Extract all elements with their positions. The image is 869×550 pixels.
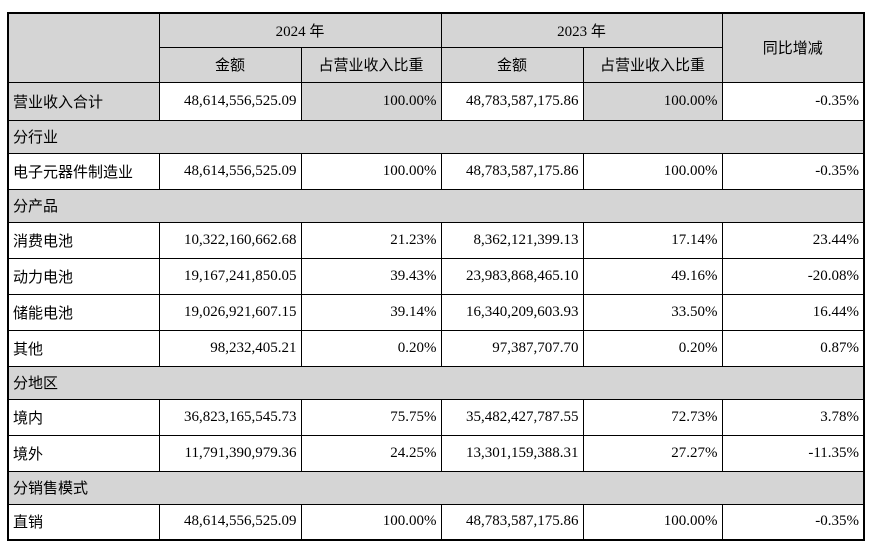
- share-2023-cell: 100.00%: [582, 503, 723, 541]
- header-amount-2024: 金额: [158, 46, 302, 83]
- table-row: 直销 48,614,556,525.09 100.00% 48,783,587,175…: [7, 503, 865, 541]
- table-row: 其他 98,232,405.21 0.20% 97,387,707.70 0.20% 0.…: [7, 329, 865, 367]
- amount-2024-cell: 19,026,921,607.15: [158, 293, 302, 331]
- share-2024-cell: 39.14%: [300, 293, 442, 331]
- amount-2024-cell: 19,167,241,850.05: [158, 257, 302, 295]
- amount-2023-cell: 16,340,209,603.93: [440, 293, 584, 331]
- amount-2023-cell: 48,783,587,175.86: [440, 81, 584, 121]
- header-share-2023: 占营业收入比重: [582, 46, 723, 83]
- share-2023-cell: 49.16%: [582, 257, 723, 295]
- amount-2023-cell: 23,983,868,465.10: [440, 257, 584, 295]
- section-row: 分行业: [7, 119, 865, 154]
- table-row: 境外 11,791,390,979.36 24.25% 13,301,159,388.…: [7, 434, 865, 472]
- yoy-cell: 0.87%: [721, 329, 865, 367]
- header-year-2024: 2024 年: [158, 12, 442, 48]
- share-2023-cell: 100.00%: [582, 81, 723, 121]
- header-row-years: 2024 年 2023 年 同比增减: [7, 12, 865, 83]
- share-2024-cell: 75.75%: [300, 398, 442, 436]
- row-label-cell: 消费电池: [7, 221, 160, 259]
- share-2024-cell: 100.00%: [300, 81, 442, 121]
- table-body: 营业收入合计 48,614,556,525.09 100.00% 48,783,587…: [7, 81, 865, 541]
- yoy-cell: -0.35%: [721, 503, 865, 541]
- amount-2023-cell: 13,301,159,388.31: [440, 434, 584, 472]
- share-2024-cell: 21.23%: [300, 221, 442, 259]
- share-2024-cell: 24.25%: [300, 434, 442, 472]
- row-label-cell: 动力电池: [7, 257, 160, 295]
- yoy-cell: -0.35%: [721, 152, 865, 190]
- amount-2023-cell: 48,783,587,175.86: [440, 503, 584, 541]
- amount-2023-cell: 97,387,707.70: [440, 329, 584, 367]
- share-2024-cell: 100.00%: [300, 503, 442, 541]
- amount-2023-cell: 48,783,587,175.86: [440, 152, 584, 190]
- row-label-cell: 营业收入合计: [7, 81, 160, 121]
- share-2023-cell: 0.20%: [582, 329, 723, 367]
- header-yoy-change: 同比增减: [721, 12, 865, 83]
- yoy-cell: 16.44%: [721, 293, 865, 331]
- share-2023-cell: 33.50%: [582, 293, 723, 331]
- row-label-cell: 境内: [7, 398, 160, 436]
- row-label-cell: 其他: [7, 329, 160, 367]
- section-label: 分产品: [7, 188, 865, 223]
- share-2023-cell: 27.27%: [582, 434, 723, 472]
- yoy-cell: -20.08%: [721, 257, 865, 295]
- yoy-cell: 3.78%: [721, 398, 865, 436]
- share-2024-cell: 39.43%: [300, 257, 442, 295]
- section-label: 分销售模式: [7, 470, 865, 505]
- row-label-cell: 电子元器件制造业: [7, 152, 160, 190]
- amount-2023-cell: 8,362,121,399.13: [440, 221, 584, 259]
- header-row-metrics: 金额 占营业收入比重 金额 占营业收入比重: [8, 46, 864, 83]
- row-label-cell: 境外: [7, 434, 160, 472]
- share-2023-cell: 100.00%: [582, 152, 723, 190]
- table-row: 消费电池 10,322,160,662.68 21.23% 8,362,121,399…: [7, 221, 865, 259]
- table-row: 境内 36,823,165,545.73 75.75% 35,482,427,787.…: [7, 398, 865, 436]
- section-row: 分产品: [7, 188, 865, 223]
- amount-2024-cell: 48,614,556,525.09: [158, 152, 302, 190]
- header-share-2024: 占营业收入比重: [300, 46, 442, 83]
- amount-2024-cell: 36,823,165,545.73: [158, 398, 302, 436]
- row-label-cell: 直销: [7, 503, 160, 541]
- amount-2024-cell: 98,232,405.21: [158, 329, 302, 367]
- share-2023-cell: 72.73%: [582, 398, 723, 436]
- amount-2024-cell: 11,791,390,979.36: [158, 434, 302, 472]
- amount-2024-cell: 48,614,556,525.09: [158, 81, 302, 121]
- row-label-cell: 储能电池: [7, 293, 160, 331]
- yoy-cell: -11.35%: [721, 434, 865, 472]
- section-label: 分行业: [7, 119, 865, 154]
- share-2024-cell: 100.00%: [300, 152, 442, 190]
- table-row: 动力电池 19,167,241,850.05 39.43% 23,983,868,46…: [7, 257, 865, 295]
- header-amount-2023: 金额: [440, 46, 584, 83]
- yoy-cell: 23.44%: [721, 221, 865, 259]
- table-row: 储能电池 19,026,921,607.15 39.14% 16,340,209,60…: [7, 293, 865, 331]
- table-row: 营业收入合计 48,614,556,525.09 100.00% 48,783,587…: [7, 81, 865, 121]
- share-2023-cell: 17.14%: [582, 221, 723, 259]
- revenue-breakdown-table: 2024 年 2023 年 同比增减 金额 占营业收入比重 金额 占营业收入比重…: [7, 12, 866, 541]
- amount-2024-cell: 10,322,160,662.68: [158, 221, 302, 259]
- share-2024-cell: 0.20%: [300, 329, 442, 367]
- section-row: 分地区: [7, 365, 865, 400]
- yoy-cell: -0.35%: [721, 81, 865, 121]
- amount-2023-cell: 35,482,427,787.55: [440, 398, 584, 436]
- header-year-2023: 2023 年: [440, 12, 723, 48]
- section-row: 分销售模式: [7, 470, 865, 505]
- section-label: 分地区: [7, 365, 865, 400]
- amount-2024-cell: 48,614,556,525.09: [158, 503, 302, 541]
- header-corner-cell: [7, 12, 160, 83]
- table-row: 电子元器件制造业 48,614,556,525.09 100.00% 48,783,5…: [7, 152, 865, 190]
